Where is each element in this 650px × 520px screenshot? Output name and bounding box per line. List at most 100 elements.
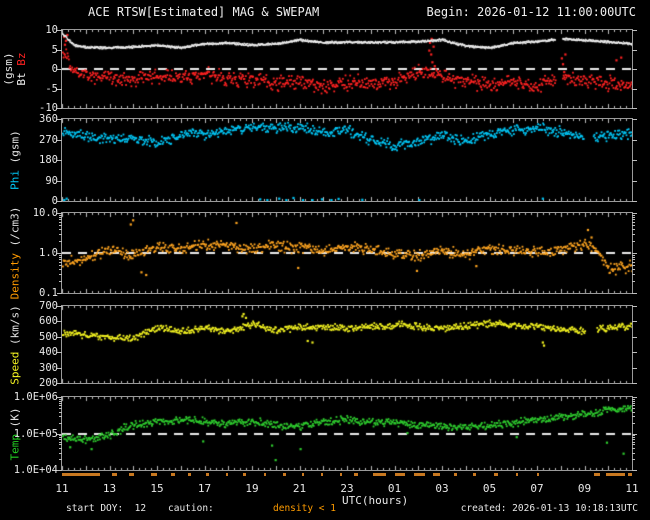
axis-label-density: Density bbox=[8, 253, 22, 300]
y-minor-tick-mark bbox=[632, 262, 635, 263]
y-minor-tick-mark bbox=[59, 459, 62, 460]
y-minor-tick-mark bbox=[632, 274, 635, 275]
y-tick-label-density: 0.1 bbox=[39, 287, 58, 299]
y-tick-label-speed: 300 bbox=[39, 361, 58, 374]
caution-strip-segment bbox=[301, 473, 305, 476]
y-tick-mark bbox=[57, 201, 62, 202]
y-minor-tick-mark bbox=[632, 437, 635, 438]
y-minor-tick-mark bbox=[632, 442, 635, 443]
y-tick-mark bbox=[57, 213, 62, 214]
y-minor-tick-mark bbox=[632, 401, 635, 402]
y-minor-tick-mark bbox=[59, 255, 62, 256]
y-tick-mark bbox=[632, 30, 637, 31]
y-tick-mark bbox=[632, 50, 637, 51]
y-minor-tick-mark bbox=[59, 412, 62, 413]
caution-strip-segment bbox=[151, 473, 157, 476]
y-minor-tick-mark bbox=[632, 215, 635, 216]
y-tick-mark bbox=[57, 160, 62, 161]
y-minor-tick-mark bbox=[632, 217, 635, 218]
plot-area-speed bbox=[61, 305, 633, 384]
axis-unit-phi: (gsm) bbox=[8, 130, 22, 170]
y-tick-mark bbox=[57, 397, 62, 398]
panel-bt-bz: (gsm) Bt Bz bbox=[0, 29, 650, 109]
y-minor-tick-mark bbox=[632, 399, 635, 400]
caution-strip-segment bbox=[537, 473, 540, 476]
x-tick-label: 17 bbox=[197, 482, 212, 495]
y-tick-label-bt-bz: -10 bbox=[39, 102, 58, 114]
y-tick-mark bbox=[632, 434, 637, 435]
y-tick-mark bbox=[57, 306, 62, 307]
plot-area-phi bbox=[61, 118, 633, 202]
y-tick-mark bbox=[57, 434, 62, 435]
y-minor-tick-mark bbox=[632, 255, 635, 256]
caution-strip-segment bbox=[282, 473, 287, 476]
caution-strip-segment bbox=[605, 473, 625, 476]
y-tick-label-phi: 180 bbox=[39, 154, 58, 166]
plot-area-bt-bz bbox=[61, 29, 633, 109]
axis-label-phi: Phi bbox=[8, 169, 22, 190]
y-tick-mark bbox=[632, 397, 637, 398]
y-minor-tick-mark bbox=[59, 219, 62, 220]
caution-strip-segment bbox=[472, 473, 477, 476]
y-tick-mark bbox=[632, 140, 637, 141]
footer-caution-label: caution: bbox=[168, 503, 214, 514]
y-minor-tick-mark bbox=[632, 453, 635, 454]
axis-label-bt-bz: Bt bbox=[15, 72, 28, 86]
y-tick-mark bbox=[57, 140, 62, 141]
y-minor-tick-mark bbox=[59, 222, 62, 223]
x-tick-label: 03 bbox=[435, 482, 449, 495]
y-tick-mark bbox=[632, 337, 637, 338]
y-minor-tick-mark bbox=[632, 439, 635, 440]
y-minor-tick-mark bbox=[632, 405, 635, 406]
y-tick-label-speed: 200 bbox=[39, 377, 58, 389]
y-minor-tick-mark bbox=[632, 265, 635, 266]
begin-timestamp: Begin: 2026-01-12 11:00:00UTC bbox=[426, 5, 636, 19]
footer-caution-value: density < 1 bbox=[273, 503, 336, 514]
y-tick-label-temp: 1.0E+05 bbox=[13, 427, 58, 440]
footer-created-timestamp: created: 2026-01-13 10:18:13UTC bbox=[460, 503, 638, 514]
x-tick-label: 07 bbox=[530, 482, 544, 495]
axis-label-bt-bz: Bz bbox=[15, 52, 28, 73]
y-tick-mark bbox=[57, 30, 62, 31]
temp-canvas bbox=[62, 397, 632, 470]
caution-strip-segment bbox=[373, 473, 387, 476]
y-tick-mark bbox=[632, 213, 637, 214]
y-tick-label-phi: 0 bbox=[51, 195, 58, 207]
y-minor-tick-mark bbox=[632, 423, 635, 424]
y-minor-tick-mark bbox=[59, 265, 62, 266]
y-tick-label-bt-bz: -5 bbox=[45, 82, 58, 95]
y-tick-label-phi: 90 bbox=[45, 174, 58, 187]
caution-strip-segment bbox=[494, 473, 498, 476]
y-tick-mark bbox=[57, 69, 62, 70]
y-minor-tick-mark bbox=[59, 405, 62, 406]
y-minor-tick-mark bbox=[632, 459, 635, 460]
x-tick-label: 09 bbox=[577, 482, 592, 495]
bt-bz-canvas bbox=[62, 30, 632, 108]
y-tick-label-speed: 600 bbox=[39, 315, 58, 328]
y-minor-tick-mark bbox=[59, 401, 62, 402]
y-tick-label-speed: 500 bbox=[39, 330, 58, 343]
y-minor-tick-mark bbox=[632, 281, 635, 282]
y-tick-mark bbox=[57, 89, 62, 90]
y-minor-tick-mark bbox=[59, 225, 62, 226]
y-minor-tick-mark bbox=[59, 259, 62, 260]
caution-strip-segment bbox=[394, 473, 406, 476]
y-tick-mark bbox=[632, 69, 637, 70]
y-axis-title-bt-bz: (gsm) Bt Bz bbox=[1, 30, 29, 108]
y-tick-mark bbox=[57, 470, 62, 471]
panel-temp: Temp (K) bbox=[0, 396, 650, 471]
y-minor-tick-mark bbox=[59, 269, 62, 270]
panel-phi: Phi (gsm) bbox=[0, 118, 650, 202]
caution-strip-segment bbox=[339, 473, 343, 476]
y-tick-mark bbox=[632, 201, 637, 202]
x-tick-label: 11 bbox=[55, 482, 69, 495]
y-minor-tick-mark bbox=[632, 444, 635, 445]
y-tick-mark bbox=[632, 160, 637, 161]
axis-label-speed: Speed bbox=[8, 351, 22, 385]
y-tick-mark bbox=[632, 368, 637, 369]
y-minor-tick-mark bbox=[59, 439, 62, 440]
y-tick-label-temp: 1.0E+06 bbox=[13, 391, 58, 403]
y-axis-title-phi: Phi (gsm) bbox=[1, 119, 29, 201]
y-minor-tick-mark bbox=[632, 241, 635, 242]
